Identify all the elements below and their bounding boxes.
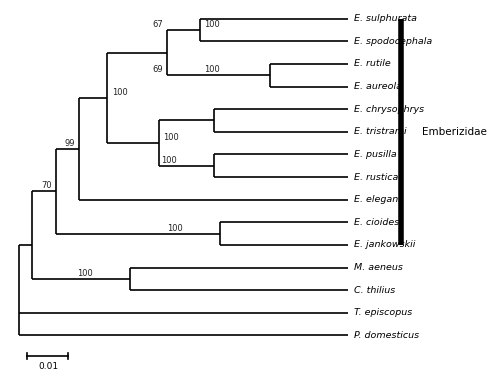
Text: 99: 99 bbox=[64, 139, 74, 148]
Text: 100: 100 bbox=[112, 88, 128, 97]
Text: 100: 100 bbox=[204, 20, 220, 29]
Text: E. aureola: E. aureola bbox=[354, 82, 402, 91]
Text: E. elegans: E. elegans bbox=[354, 195, 403, 204]
Text: 70: 70 bbox=[42, 181, 52, 190]
Text: C. thilius: C. thilius bbox=[354, 286, 395, 295]
Text: 67: 67 bbox=[152, 20, 163, 29]
Text: Emberizidae: Emberizidae bbox=[422, 127, 486, 137]
Text: T. episcopus: T. episcopus bbox=[354, 308, 412, 317]
Text: 100: 100 bbox=[76, 269, 92, 278]
Text: E. rustica: E. rustica bbox=[354, 172, 398, 182]
Text: 100: 100 bbox=[163, 133, 178, 142]
Text: E. spodocephala: E. spodocephala bbox=[354, 37, 432, 46]
Text: E. sulphurata: E. sulphurata bbox=[354, 14, 417, 23]
Text: E. pusilla: E. pusilla bbox=[354, 150, 397, 159]
Text: E. tristrami: E. tristrami bbox=[354, 127, 406, 136]
Text: E. chrysophrys: E. chrysophrys bbox=[354, 105, 424, 114]
Text: E. jankowskii: E. jankowskii bbox=[354, 240, 415, 249]
Text: 0.01: 0.01 bbox=[38, 362, 58, 371]
Text: 100: 100 bbox=[204, 65, 220, 74]
Text: E. cioides: E. cioides bbox=[354, 218, 399, 227]
Text: 69: 69 bbox=[152, 65, 163, 74]
Text: 100: 100 bbox=[167, 224, 183, 232]
Text: E. rutile: E. rutile bbox=[354, 59, 391, 68]
Text: P. domesticus: P. domesticus bbox=[354, 331, 419, 340]
Text: M. aeneus: M. aeneus bbox=[354, 263, 403, 272]
Text: 100: 100 bbox=[161, 156, 176, 165]
